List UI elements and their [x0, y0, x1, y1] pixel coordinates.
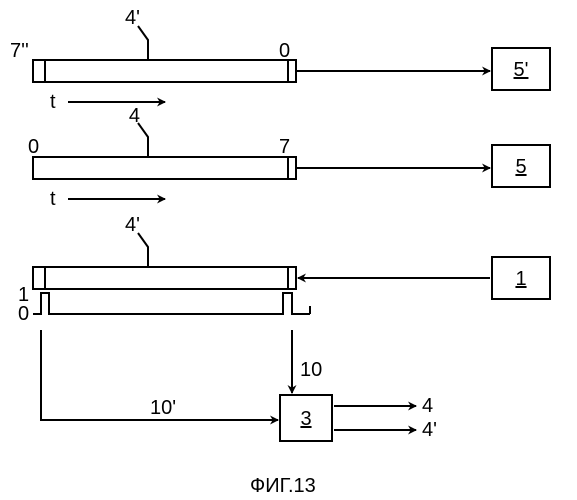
bar-mid-label-right: 7: [279, 136, 290, 158]
bar-top-pointer: [138, 26, 148, 60]
bar-top-pointer-label: 4': [125, 7, 140, 29]
arr-pulse-left-to-3-label: 10': [150, 397, 176, 419]
figure-13-diagram: 7''04't074t4'105'5131010'44'ФИГ.13: [0, 0, 577, 500]
bar-mid-t-label: t: [50, 188, 56, 210]
arr-3-out-4p-label: 4': [422, 419, 437, 441]
bar-top-label-left: 7'': [10, 40, 29, 62]
bar-bot-pointer-label: 4': [125, 214, 140, 236]
arr-pulse-right-to-3-label: 10: [300, 359, 322, 381]
box-5-label: 5: [515, 156, 526, 178]
bar-top: [33, 60, 296, 82]
bar-mid: [33, 157, 296, 179]
figure-caption: ФИГ.13: [250, 475, 316, 497]
arr-3-out-4-label: 4: [422, 395, 433, 417]
box-1-label: 1: [515, 268, 526, 290]
bar-mid-pointer: [138, 123, 148, 157]
bar-top-label-right: 0: [279, 40, 290, 62]
bar-top-t-label: t: [50, 91, 56, 113]
bar-bot: [33, 267, 296, 289]
bar-mid-label-left: 0: [28, 136, 39, 158]
pulse-waveform: [33, 293, 310, 314]
box-3-label: 3: [300, 408, 311, 430]
box-5p-label: 5': [514, 59, 529, 81]
bar-bot-pointer: [138, 233, 148, 267]
bar-mid-pointer-label: 4: [129, 105, 140, 127]
pulse-label-0: 0: [18, 303, 29, 325]
